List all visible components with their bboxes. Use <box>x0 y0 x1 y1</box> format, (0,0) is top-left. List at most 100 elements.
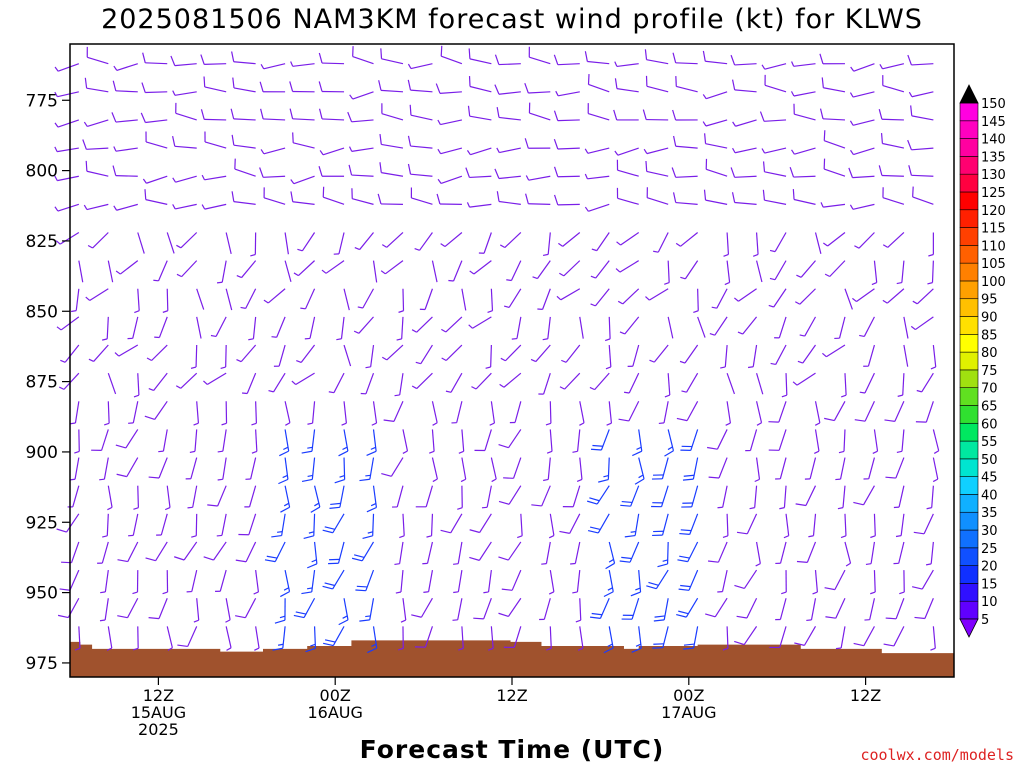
barb-half-flag <box>411 385 418 390</box>
barb-flag <box>913 531 925 535</box>
barb-shaft <box>716 429 728 450</box>
barb-flag <box>498 612 509 617</box>
barb-shaft <box>660 485 669 507</box>
wind-barb <box>618 401 640 422</box>
wind-barb <box>770 344 787 366</box>
barb-shaft <box>898 541 905 564</box>
wind-barb <box>737 316 758 335</box>
wind-barb <box>711 288 728 309</box>
wind-barb <box>806 598 817 622</box>
barb-half-flag <box>835 647 842 650</box>
barb-shaft <box>304 288 316 310</box>
barb-half-flag <box>799 334 805 337</box>
wind-barb <box>381 232 404 248</box>
barb-shaft <box>233 61 256 65</box>
barb-flag <box>380 48 383 59</box>
barb-shaft <box>322 147 345 156</box>
barb-flag <box>501 588 513 591</box>
wind-barb <box>680 260 699 280</box>
barb-half-flag <box>250 253 256 257</box>
barb-shaft <box>579 316 584 339</box>
barb-half-flag <box>54 175 58 181</box>
barb-half-flag <box>321 269 327 274</box>
barb-shaft <box>222 457 227 480</box>
wind-barb <box>852 288 875 303</box>
barb-shaft <box>646 170 669 177</box>
wind-barb <box>498 429 522 449</box>
wind-barb <box>755 541 761 567</box>
wind-barb <box>672 52 698 65</box>
barb-half-flag <box>543 478 549 482</box>
barb-flag <box>762 161 766 172</box>
barb-half-flag <box>824 273 831 278</box>
barb-shaft <box>157 260 168 282</box>
wind-barb <box>819 108 846 121</box>
barb-half-flag <box>348 146 353 152</box>
barb-shaft <box>311 457 316 480</box>
barb-shaft <box>219 569 227 592</box>
barb-shaft <box>478 541 492 561</box>
barb-half-flag <box>548 591 555 595</box>
wind-barb <box>322 513 345 534</box>
barb-half-flag <box>702 121 707 127</box>
barb-half-flag <box>468 324 473 329</box>
barb-flag <box>589 526 601 531</box>
barb-shaft <box>545 541 551 564</box>
barb-flag <box>605 562 615 570</box>
barb-shaft <box>796 372 816 386</box>
wind-barb <box>116 457 139 478</box>
barb-shaft <box>461 626 464 649</box>
barb-shaft <box>549 569 555 592</box>
barb-shaft <box>734 89 757 93</box>
wind-barb <box>349 91 374 100</box>
barb-shaft <box>107 485 113 508</box>
barb-shaft <box>483 232 492 254</box>
wind-barb <box>207 485 227 507</box>
wind-barb <box>553 110 580 122</box>
barb-shaft <box>863 485 875 506</box>
barb-half-flag <box>584 206 589 212</box>
barb-shaft <box>742 316 758 335</box>
barb-shaft <box>508 485 522 505</box>
barb-flag <box>494 168 500 179</box>
wind-barb <box>54 146 79 153</box>
barb-flag <box>762 189 766 201</box>
wind-barb <box>646 569 669 590</box>
wind-barb <box>193 401 200 426</box>
barb-shaft <box>785 513 790 536</box>
barb-shaft <box>549 626 552 649</box>
barb-flag <box>407 163 412 175</box>
wind-barb <box>338 429 349 457</box>
barb-half-flag <box>761 64 766 70</box>
barb-half-flag <box>635 587 641 591</box>
barb-shaft <box>101 429 109 451</box>
barb-half-flag <box>643 148 648 154</box>
barb-shaft <box>726 260 731 283</box>
barb-flag <box>347 111 353 123</box>
barb-half-flag <box>840 535 847 539</box>
wind-barb <box>471 372 492 390</box>
barb-half-flag <box>572 450 578 453</box>
barb-half-flag <box>399 535 405 539</box>
barb-half-flag <box>74 647 81 651</box>
wind-barb <box>749 485 758 510</box>
barb-half-flag <box>499 383 505 388</box>
barb-flag <box>355 589 366 592</box>
wind-barb <box>380 48 404 65</box>
barb-shaft <box>166 485 171 508</box>
barb-shaft <box>174 145 197 149</box>
barb-flag <box>359 619 370 622</box>
wind-barb <box>645 288 669 301</box>
wind-barb <box>338 598 349 626</box>
wind-barb <box>154 316 168 339</box>
wind-barb <box>236 344 257 363</box>
colorbar-cell <box>959 476 979 495</box>
barb-shaft <box>225 626 232 648</box>
wind-barb <box>584 51 610 65</box>
barb-half-flag <box>879 64 884 70</box>
wind-barb <box>264 541 286 563</box>
wind-barb <box>259 81 286 93</box>
wind-barb <box>115 429 139 449</box>
barb-half-flag <box>297 248 303 252</box>
wind-barb <box>879 63 905 70</box>
